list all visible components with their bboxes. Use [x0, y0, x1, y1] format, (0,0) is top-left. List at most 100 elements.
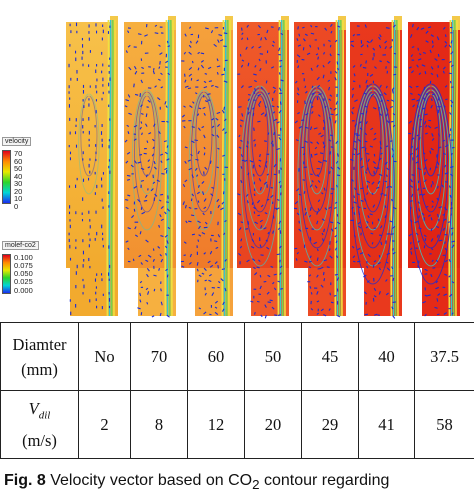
velocity-vector: [412, 146, 413, 148]
table-cell: 70: [131, 323, 188, 391]
velocity-vector: [432, 268, 435, 269]
velocity-vector: [154, 68, 155, 70]
velocity-vector: [393, 316, 395, 319]
velocity-vector: [159, 225, 160, 228]
table-cell: 50: [245, 323, 302, 391]
vdil-row: Vdil (m/s) 2 8 12 20 29 41 58: [1, 391, 474, 459]
velocity-vector: [354, 195, 355, 198]
velocity-vector: [257, 301, 259, 302]
velocity-vector: [198, 201, 199, 203]
velocity-vector: [391, 234, 394, 235]
velocity-vector: [365, 148, 366, 151]
velocity-vector: [199, 108, 202, 109]
table-cell: No: [79, 323, 131, 391]
velocity-vector: [154, 289, 155, 291]
velocity-vector: [260, 54, 263, 55]
vdil-symbol: V: [29, 399, 39, 418]
velocity-vector: [188, 221, 191, 222]
velocity-vector: [410, 201, 412, 202]
velocity-vector: [365, 141, 368, 142]
velocity-vector: [410, 207, 411, 210]
velocity-vector: [367, 45, 368, 47]
velocity-vector: [167, 275, 168, 278]
velocity-vector: [141, 121, 142, 123]
velocity-vector: [146, 113, 147, 117]
velocity-vector: [327, 267, 330, 268]
velocity-vector: [373, 264, 374, 267]
velocity-vector: [330, 171, 331, 174]
velocity-vector: [207, 94, 210, 95]
velocity-vector: [221, 74, 224, 75]
table-cell: 2: [79, 391, 131, 459]
velocity-vector: [257, 121, 260, 122]
velocity-vector: [390, 141, 392, 142]
velocity-vector: [367, 85, 368, 87]
velocity-vector: [353, 154, 355, 155]
velocity-vector: [329, 248, 330, 250]
velocity-vector: [309, 261, 312, 262]
velocity-vector: [274, 132, 275, 135]
table-cell: 20: [245, 391, 302, 459]
velocity-vector: [366, 153, 369, 154]
velocity-vector: [201, 53, 204, 54]
velocity-vector: [353, 261, 355, 262]
velocity-vector: [416, 248, 418, 249]
velocity-vector: [192, 234, 195, 235]
velocity-vector: [160, 313, 161, 316]
contour-panel: [66, 16, 132, 322]
velocity-vector: [360, 188, 363, 189]
velocity-vector: [198, 68, 199, 71]
velocity-vector: [418, 48, 419, 51]
velocity-vector: [310, 237, 311, 241]
results-table: Diamter (mm) No 70 60 50 45 40 37.5 Vdil…: [0, 322, 474, 459]
velocity-vector: [260, 275, 261, 277]
velocity-vector: [419, 126, 421, 127]
table-cell: 58: [415, 391, 474, 459]
velocity-vector: [320, 153, 323, 154]
velocity-vector: [317, 97, 318, 101]
velocity-vector: [247, 38, 248, 40]
velocity-vector: [267, 199, 270, 200]
velocity-vector: [334, 296, 337, 297]
velocity-vector: [188, 88, 191, 89]
caption-subscript: 2: [252, 477, 259, 492]
velocity-vector: [445, 99, 447, 100]
velocity-vector: [305, 101, 306, 104]
velocity-vector: [214, 241, 217, 242]
velocity-vector: [330, 293, 331, 296]
co2-tick-label: 0.000: [14, 287, 33, 295]
velocity-vector: [392, 199, 393, 201]
velocity-vector: [331, 189, 335, 190]
velocity-vector: [155, 33, 159, 34]
velocity-vector: [279, 27, 280, 30]
velocity-vector: [218, 265, 219, 268]
co2-tick-label: 0.025: [14, 278, 33, 286]
velocity-vector: [166, 253, 167, 255]
velocity-vector: [439, 240, 443, 241]
velocity-vector: [133, 259, 134, 261]
velocity-vector: [331, 302, 334, 303]
velocity-vector: [264, 141, 267, 142]
velocity-vector: [452, 147, 455, 148]
velocity-vector: [337, 185, 338, 187]
velocity-vector: [451, 214, 452, 216]
velocity-vector: [438, 54, 439, 57]
velocity-vector: [357, 261, 360, 262]
velocity-vector: [142, 133, 143, 135]
velocity-vector: [247, 200, 248, 203]
caption-rest: contour regarding: [260, 472, 390, 489]
velocity-vector: [278, 315, 281, 316]
velocity-vector: [393, 302, 396, 303]
velocity-vector: [299, 34, 300, 37]
velocity-vector: [222, 269, 225, 270]
velocity-vector: [412, 99, 416, 100]
velocity-vector: [425, 114, 428, 115]
velocity-vector: [255, 88, 256, 91]
velocity-vector: [437, 298, 438, 301]
velocity-vector: [354, 212, 355, 215]
velocity-vector: [438, 186, 439, 189]
velocity-vector: [205, 74, 207, 75]
velocity-colorbar: [2, 150, 11, 204]
diameter-header-unit: (mm): [21, 360, 58, 379]
velocity-vector: [337, 61, 338, 64]
